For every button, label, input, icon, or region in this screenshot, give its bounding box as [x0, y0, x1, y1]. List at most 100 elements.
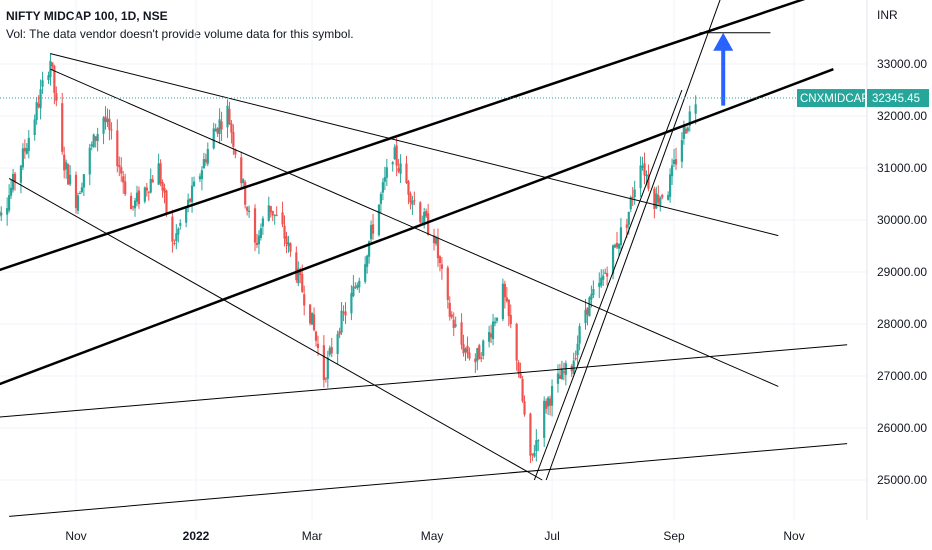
- candle-down: [438, 256, 442, 263]
- x-tick-label: May: [421, 529, 444, 543]
- candle-down: [395, 145, 398, 166]
- y-tick-label: 30000.00: [877, 213, 927, 227]
- candle-up: [434, 237, 438, 244]
- candle-down: [61, 103, 64, 152]
- candle-down: [118, 165, 121, 168]
- candle-up: [454, 324, 457, 327]
- candle-down: [405, 163, 408, 183]
- candle-up: [214, 128, 217, 132]
- candle-down: [13, 173, 17, 182]
- candle-down: [509, 314, 512, 325]
- x-tick-label: Nov: [65, 529, 86, 543]
- candle-up: [385, 167, 388, 178]
- symbol-tag-bg: [797, 89, 865, 108]
- candle-up: [600, 277, 603, 286]
- y-tick-label: 31000.00: [877, 161, 927, 175]
- y-tick-label: 28000.00: [877, 317, 927, 331]
- candle-up: [198, 176, 202, 180]
- candle-up: [9, 187, 13, 196]
- candle-down: [489, 333, 493, 338]
- candle-down: [314, 331, 318, 341]
- candle-down: [413, 200, 416, 202]
- candle-down: [161, 182, 164, 191]
- candle-up: [670, 165, 674, 177]
- candle-up: [242, 179, 245, 184]
- candle-up: [611, 245, 615, 274]
- candle-down: [122, 176, 125, 183]
- candle-down: [163, 188, 166, 193]
- candle-up: [491, 321, 495, 340]
- candle-up: [667, 194, 670, 200]
- candle-down: [647, 174, 650, 189]
- candle-up: [49, 60, 52, 78]
- candle-up: [493, 321, 497, 324]
- candle-up: [248, 210, 251, 212]
- candle-up: [358, 280, 361, 288]
- candle-up: [482, 340, 485, 356]
- candle-up: [179, 223, 182, 226]
- y-tick-label: 32000.00: [877, 109, 927, 123]
- candle-up: [366, 255, 369, 267]
- y-tick-label: 26000.00: [877, 421, 927, 435]
- candle-up: [328, 348, 331, 355]
- candle-down: [562, 371, 565, 373]
- candle-up: [356, 285, 359, 289]
- candle-down: [397, 168, 400, 172]
- candle-down: [425, 210, 428, 217]
- candle-up: [686, 127, 689, 132]
- projection-arrow-head: [713, 32, 734, 51]
- candle-down: [523, 401, 526, 415]
- candle-up: [257, 235, 261, 245]
- last-price-tag-bg: [867, 89, 929, 108]
- candle-down: [450, 314, 453, 318]
- y-tick-label: 27000.00: [877, 369, 927, 383]
- candle-down: [503, 283, 506, 298]
- candle-down: [432, 235, 436, 244]
- candle-down: [159, 163, 162, 184]
- candle-down: [517, 362, 520, 374]
- candle-up: [226, 105, 229, 128]
- candle-down: [301, 274, 304, 292]
- candle-down: [330, 347, 333, 354]
- candle-up: [218, 119, 221, 134]
- candle-down: [545, 401, 548, 409]
- candle-down: [521, 378, 524, 402]
- candle-down: [171, 216, 174, 242]
- candle-up: [90, 144, 93, 147]
- candle-up: [267, 205, 270, 221]
- candle-down: [507, 299, 510, 317]
- candle-up: [495, 317, 499, 321]
- candle-up: [383, 177, 386, 182]
- trendline-layer: [0, 0, 848, 517]
- x-tick-label: 2022: [183, 529, 210, 543]
- candle-down: [631, 197, 634, 199]
- candle-up: [535, 440, 538, 452]
- trendline: [9, 443, 848, 517]
- candle-down: [216, 128, 219, 134]
- candle-up: [27, 137, 30, 152]
- y-tick-label: 25000.00: [877, 473, 927, 487]
- candle-up: [543, 400, 546, 438]
- candle-up: [200, 170, 204, 180]
- candle-up: [399, 163, 402, 174]
- candle-up: [560, 368, 564, 380]
- candle-down: [246, 207, 249, 211]
- candle-up: [584, 309, 587, 324]
- candle-up: [633, 189, 636, 198]
- candle-down: [228, 108, 231, 125]
- volume-note: Vol: The data vendor doesn't provide vol…: [6, 27, 354, 41]
- candle-up: [578, 326, 581, 344]
- grid-layer: [0, 0, 867, 520]
- candle-up: [391, 162, 394, 165]
- candle-down: [419, 202, 422, 223]
- candle-up: [82, 174, 85, 188]
- candle-down: [283, 225, 286, 239]
- candle-down: [643, 163, 646, 176]
- candle-up: [78, 193, 82, 195]
- candle-up: [143, 187, 146, 202]
- candle-up: [133, 200, 137, 209]
- candle-up: [68, 174, 72, 185]
- candle-down: [558, 375, 562, 379]
- candle-down: [104, 116, 107, 122]
